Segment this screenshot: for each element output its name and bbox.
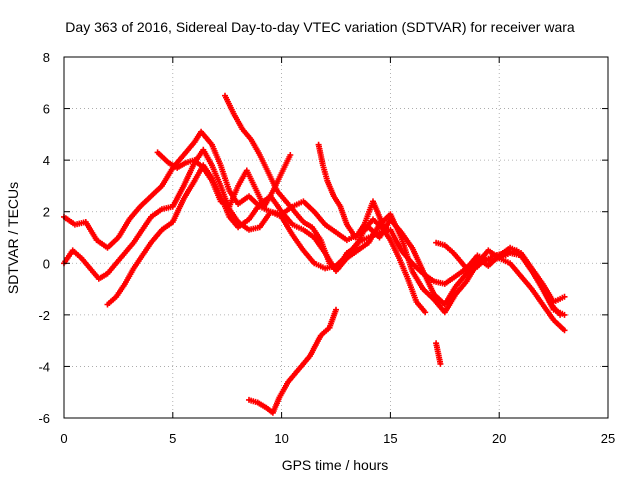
series-line-track-a xyxy=(62,130,566,317)
y-axis-label: SDTVAR / TECUs xyxy=(5,182,21,294)
y-tick-label: 0 xyxy=(43,256,50,271)
series-track-g xyxy=(246,306,339,416)
x-tick-label: 10 xyxy=(274,431,288,446)
y-tick-label: -6 xyxy=(38,411,50,426)
series-line-track-g xyxy=(247,308,338,415)
series-markers-track-e xyxy=(154,149,294,210)
series-track-d xyxy=(222,92,429,316)
x-tick-label: 25 xyxy=(601,431,615,446)
tick-layer: 0 5 10 15 20 25 -6 -4 -2 0 2 4 6 8 xyxy=(38,50,615,446)
x-tick-label: 0 xyxy=(60,431,67,446)
x-axis-label: GPS time / hours xyxy=(282,457,389,473)
y-tick-label: 4 xyxy=(43,153,50,168)
series-track-f xyxy=(315,141,389,241)
series-line-track-c xyxy=(106,164,566,332)
y-tick-label: 8 xyxy=(43,50,50,65)
y-tick-label: 6 xyxy=(43,102,50,117)
grid-layer xyxy=(64,57,608,418)
series-track-a xyxy=(61,128,568,318)
series-markers-track-g xyxy=(246,306,339,416)
series-track-e xyxy=(154,149,294,210)
series-layer xyxy=(61,92,568,416)
x-tick-label: 5 xyxy=(169,431,176,446)
series-markers-track-i xyxy=(433,239,564,318)
series-track-h xyxy=(433,340,444,367)
y-tick-label: 2 xyxy=(43,205,50,220)
series-markers-track-a xyxy=(61,128,568,318)
y-tick-label: -2 xyxy=(38,308,50,323)
x-tick-label: 15 xyxy=(383,431,397,446)
plot-frame xyxy=(63,56,609,419)
x-tick-label: 20 xyxy=(492,431,506,446)
chart-title: Day 363 of 2016, Sidereal Day-to-day VTE… xyxy=(65,19,575,35)
series-track-i xyxy=(433,239,564,318)
series-markers-track-h xyxy=(433,340,444,367)
series-markers-track-d xyxy=(222,92,429,316)
y-tick-label: -4 xyxy=(38,359,50,374)
series-markers-track-f xyxy=(315,141,389,241)
